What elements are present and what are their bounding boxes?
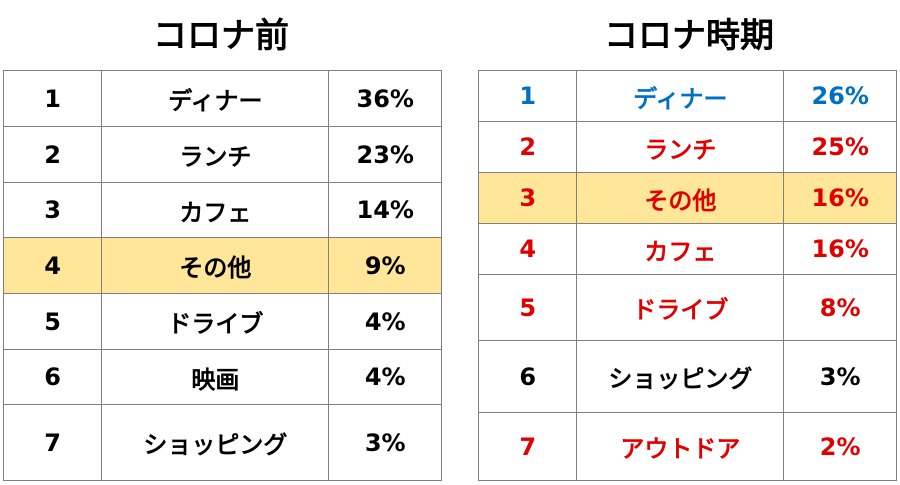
activity-cell: ディナー: [576, 70, 785, 122]
ranking-table-before: 1 ディナー 36% 2 ランチ 23% 3 カフェ 14% 4 その他 9% …: [2, 70, 442, 481]
percent-cell: 3%: [328, 404, 442, 481]
ranking-table-during: 1 ディナー 26% 2 ランチ 25% 3 その他 16% 4 カフェ 16%…: [477, 70, 897, 481]
activity-cell: ドライブ: [101, 293, 330, 350]
table-row: 5 ドライブ 8%: [477, 274, 897, 341]
activity-cell: ドライブ: [576, 274, 785, 341]
percent-cell: 16%: [783, 223, 897, 275]
table-row: 2 ランチ 25%: [477, 121, 897, 173]
title-before-covid: コロナ前: [153, 16, 289, 56]
rank-cell: 6: [477, 340, 578, 413]
percent-cell: 8%: [783, 274, 897, 341]
table-row: 1 ディナー 36%: [2, 70, 442, 127]
percent-cell: 4%: [328, 349, 442, 405]
rank-cell: 7: [477, 412, 578, 481]
percent-cell: 4%: [328, 293, 442, 350]
rank-cell: 2: [2, 126, 103, 183]
table-row: 4 カフェ 16%: [477, 223, 897, 275]
table-row: 3 カフェ 14%: [2, 182, 442, 238]
percent-cell: 23%: [328, 126, 442, 183]
activity-cell: ショッピング: [101, 404, 330, 481]
table-row: 5 ドライブ 4%: [2, 293, 442, 350]
rank-cell: 1: [2, 70, 103, 127]
table-row: 1 ディナー 26%: [477, 70, 897, 122]
table-row: 2 ランチ 23%: [2, 126, 442, 183]
table-row: 7 アウトドア 2%: [477, 412, 897, 481]
rank-cell: 2: [477, 121, 578, 173]
activity-cell: カフェ: [576, 223, 785, 275]
rank-cell: 6: [2, 349, 103, 405]
percent-cell: 9%: [328, 237, 442, 294]
activity-cell: ショッピング: [576, 340, 785, 413]
percent-cell: 3%: [783, 340, 897, 413]
table-row-highlighted: 4 その他 9%: [2, 237, 442, 294]
percent-cell: 26%: [783, 70, 897, 122]
rank-cell: 5: [2, 293, 103, 350]
percent-cell: 36%: [328, 70, 442, 127]
activity-cell: カフェ: [101, 182, 330, 238]
title-during-covid: コロナ時期: [604, 16, 774, 56]
table-row-highlighted: 3 その他 16%: [477, 172, 897, 224]
table-row: 6 映画 4%: [2, 349, 442, 405]
percent-cell: 2%: [783, 412, 897, 481]
activity-cell: その他: [101, 237, 330, 294]
percent-cell: 16%: [783, 172, 897, 224]
activity-cell: ディナー: [101, 70, 330, 127]
activity-cell: ランチ: [101, 126, 330, 183]
rank-cell: 1: [477, 70, 578, 122]
table-row: 6 ショッピング 3%: [477, 340, 897, 413]
percent-cell: 25%: [783, 121, 897, 173]
rank-cell: 5: [477, 274, 578, 341]
rank-cell: 7: [2, 404, 103, 481]
activity-cell: アウトドア: [576, 412, 785, 481]
rank-cell: 3: [2, 182, 103, 238]
activity-cell: 映画: [101, 349, 330, 405]
rank-cell: 4: [2, 237, 103, 294]
table-row: 7 ショッピング 3%: [2, 404, 442, 481]
percent-cell: 14%: [328, 182, 442, 238]
rank-cell: 3: [477, 172, 578, 224]
activity-cell: ランチ: [576, 121, 785, 173]
activity-cell: その他: [576, 172, 785, 224]
rank-cell: 4: [477, 223, 578, 275]
